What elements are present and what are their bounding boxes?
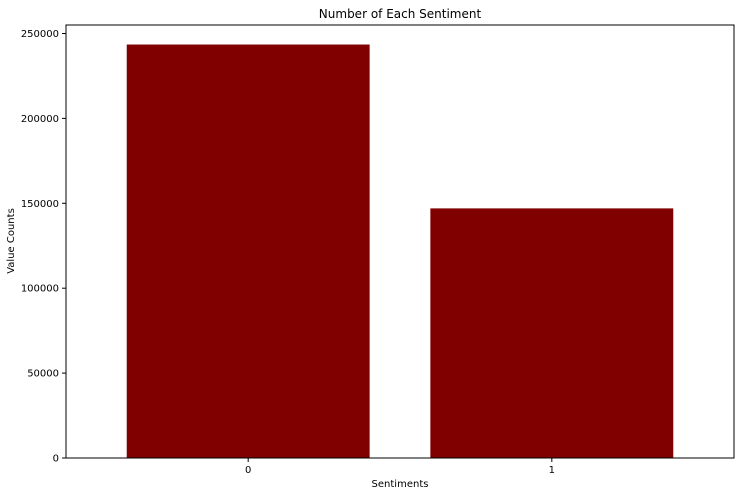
y-tick-label: 200000 [21,114,59,125]
y-axis: 0 50000 100000 150000 200000 250000 [21,29,66,465]
y-tick-label: 100000 [21,284,59,295]
y-axis-label: Value Counts [6,208,17,274]
y-tick-label: 150000 [21,199,59,210]
bar-0 [126,44,370,458]
x-tick-label: 1 [549,465,555,476]
plot-frame [65,24,735,459]
bars-layer [126,44,674,458]
x-axis-label: Sentiments [372,479,429,490]
chart-title: Number of Each Sentiment [319,7,482,21]
x-tick-label: 0 [245,465,251,476]
bar-1 [430,208,674,458]
y-tick-label: 0 [53,454,59,465]
y-tick-label: 50000 [27,369,59,380]
y-tick-label: 250000 [21,29,59,40]
